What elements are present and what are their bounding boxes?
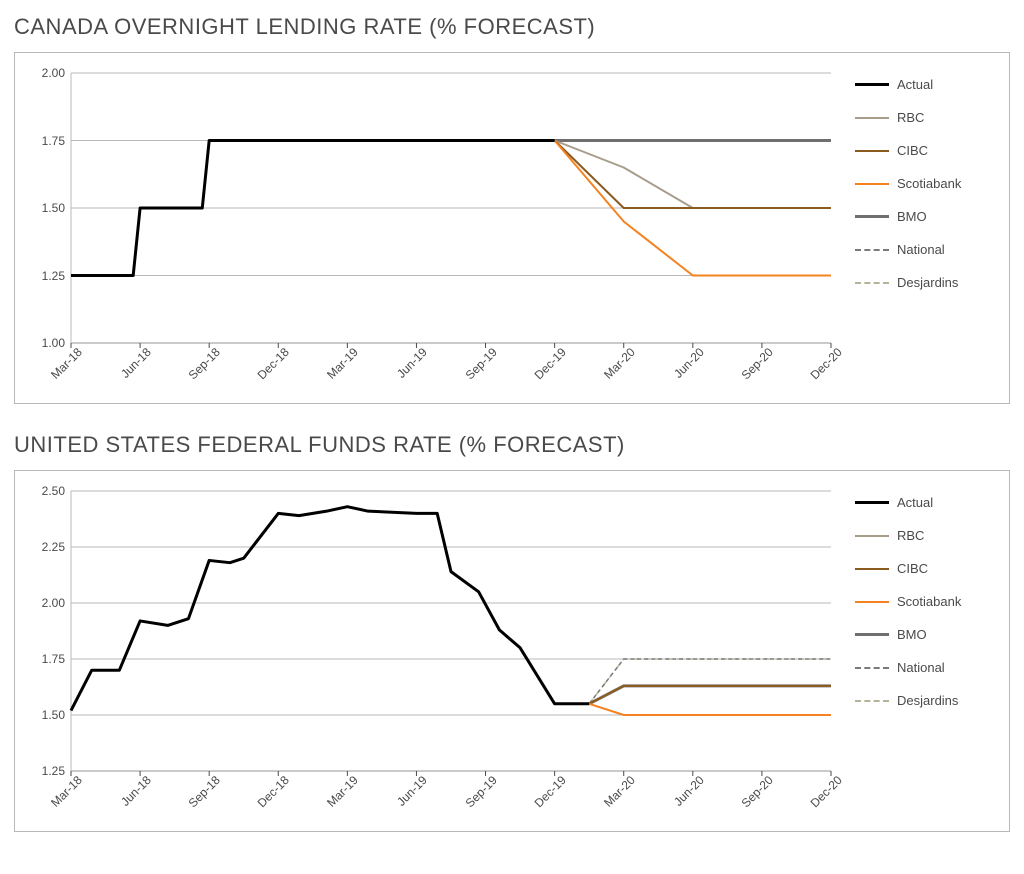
x-tick-label: Jun-19 — [395, 773, 431, 809]
x-tick-label: Dec-18 — [255, 345, 292, 382]
legend-item-cibc: CIBC — [855, 143, 961, 158]
legend-item-rbc: RBC — [855, 110, 961, 125]
legend-label: Scotiabank — [897, 176, 961, 191]
x-tick-label: Dec-19 — [531, 773, 568, 810]
legend-label: National — [897, 242, 945, 257]
series-rbc — [555, 141, 831, 209]
legend-swatch — [855, 282, 889, 284]
legend: Actual RBC CIBC Scotiabank BMO National Desjar… — [831, 73, 971, 290]
y-tick-label: 2.25 — [42, 540, 71, 554]
y-tick-label: 1.75 — [42, 134, 71, 148]
legend-swatch — [855, 667, 889, 669]
x-tick-label: Dec-20 — [808, 773, 845, 810]
legend-swatch — [855, 83, 889, 86]
legend-item-bmo: BMO — [855, 209, 961, 224]
legend-swatch — [855, 501, 889, 504]
legend-label: CIBC — [897, 561, 928, 576]
legend-swatch — [855, 183, 889, 185]
x-tick-label: Sep-20 — [739, 345, 776, 382]
legend-item-desjardins: Desjardins — [855, 693, 961, 708]
y-tick-label: 2.50 — [42, 484, 71, 498]
legend-swatch — [855, 249, 889, 251]
chart-panel: 1.25 1.50 1.75 2.00 2.25 2.50 Mar-18 Jun-18 Sep-… — [14, 470, 1010, 832]
chart-title: UNITED STATES FEDERAL FUNDS RATE (% FORE… — [14, 432, 1010, 458]
legend-item-desjardins: Desjardins — [855, 275, 961, 290]
legend-swatch — [855, 601, 889, 603]
y-tick-label: 1.50 — [42, 708, 71, 722]
x-tick-label: Mar-19 — [324, 345, 361, 382]
x-tick-label: Mar-19 — [324, 773, 361, 810]
legend-label: Actual — [897, 495, 933, 510]
x-tick-label: Dec-19 — [531, 345, 568, 382]
legend-item-cibc: CIBC — [855, 561, 961, 576]
legend-label: National — [897, 660, 945, 675]
legend-label: Desjardins — [897, 275, 958, 290]
x-tick-label: Jun-18 — [118, 345, 154, 381]
legend-swatch — [855, 633, 889, 636]
legend-swatch — [855, 150, 889, 152]
x-tick-label: Mar-18 — [48, 773, 85, 810]
legend-item-scotiabank: Scotiabank — [855, 594, 961, 609]
x-tick-label: Dec-20 — [808, 345, 845, 382]
legend-label: BMO — [897, 627, 927, 642]
legend-label: Actual — [897, 77, 933, 92]
x-tick-label: Mar-20 — [601, 773, 638, 810]
x-tick-label: Sep-20 — [739, 773, 776, 810]
plot-area — [71, 491, 831, 777]
series-bmo — [589, 686, 831, 704]
chart-title: CANADA OVERNIGHT LENDING RATE (% FORECAS… — [14, 14, 1010, 40]
x-tick-label: Sep-19 — [462, 345, 499, 382]
legend-item-scotiabank: Scotiabank — [855, 176, 961, 191]
legend: Actual RBC CIBC Scotiabank BMO National Desjar… — [831, 491, 971, 708]
series-cibc — [555, 141, 831, 209]
legend-item-actual: Actual — [855, 495, 961, 510]
legend-swatch — [855, 215, 889, 218]
series-cibc — [589, 686, 831, 704]
series-rbc — [589, 686, 831, 704]
legend-label: Desjardins — [897, 693, 958, 708]
x-tick-label: Dec-18 — [255, 773, 292, 810]
x-tick-label: Sep-18 — [186, 345, 223, 382]
x-tick-label: Jun-18 — [118, 773, 154, 809]
legend-item-national: National — [855, 242, 961, 257]
x-tick-label: Sep-19 — [462, 773, 499, 810]
y-tick-label: 1.25 — [42, 764, 71, 778]
legend-swatch — [855, 700, 889, 702]
legend-label: RBC — [897, 528, 924, 543]
legend-item-bmo: BMO — [855, 627, 961, 642]
legend-swatch — [855, 117, 889, 119]
series-national — [589, 659, 831, 704]
legend-item-national: National — [855, 660, 961, 675]
x-tick-label: Jun-20 — [671, 345, 707, 381]
legend-label: Scotiabank — [897, 594, 961, 609]
x-tick-label: Jun-19 — [395, 345, 431, 381]
series-actual — [71, 507, 589, 711]
x-tick-label: Mar-20 — [601, 345, 638, 382]
chart-panel: 1.00 1.25 1.50 1.75 2.00 Mar-18 Jun-18 Sep-18 De… — [14, 52, 1010, 404]
legend-label: RBC — [897, 110, 924, 125]
series-desjardins — [589, 659, 831, 704]
y-tick-label: 1.50 — [42, 201, 71, 215]
legend-swatch — [855, 568, 889, 570]
plot-area — [71, 73, 831, 349]
y-tick-label: 2.00 — [42, 596, 71, 610]
legend-swatch — [855, 535, 889, 537]
y-tick-label: 1.25 — [42, 269, 71, 283]
series-scotiabank — [589, 704, 831, 715]
legend-label: CIBC — [897, 143, 928, 158]
x-tick-label: Sep-18 — [186, 773, 223, 810]
legend-label: BMO — [897, 209, 927, 224]
x-tick-label: Jun-20 — [671, 773, 707, 809]
y-tick-label: 1.75 — [42, 652, 71, 666]
y-tick-label: 2.00 — [42, 66, 71, 80]
x-tick-label: Mar-18 — [48, 345, 85, 382]
y-tick-label: 1.00 — [42, 336, 71, 350]
legend-item-rbc: RBC — [855, 528, 961, 543]
legend-item-actual: Actual — [855, 77, 961, 92]
